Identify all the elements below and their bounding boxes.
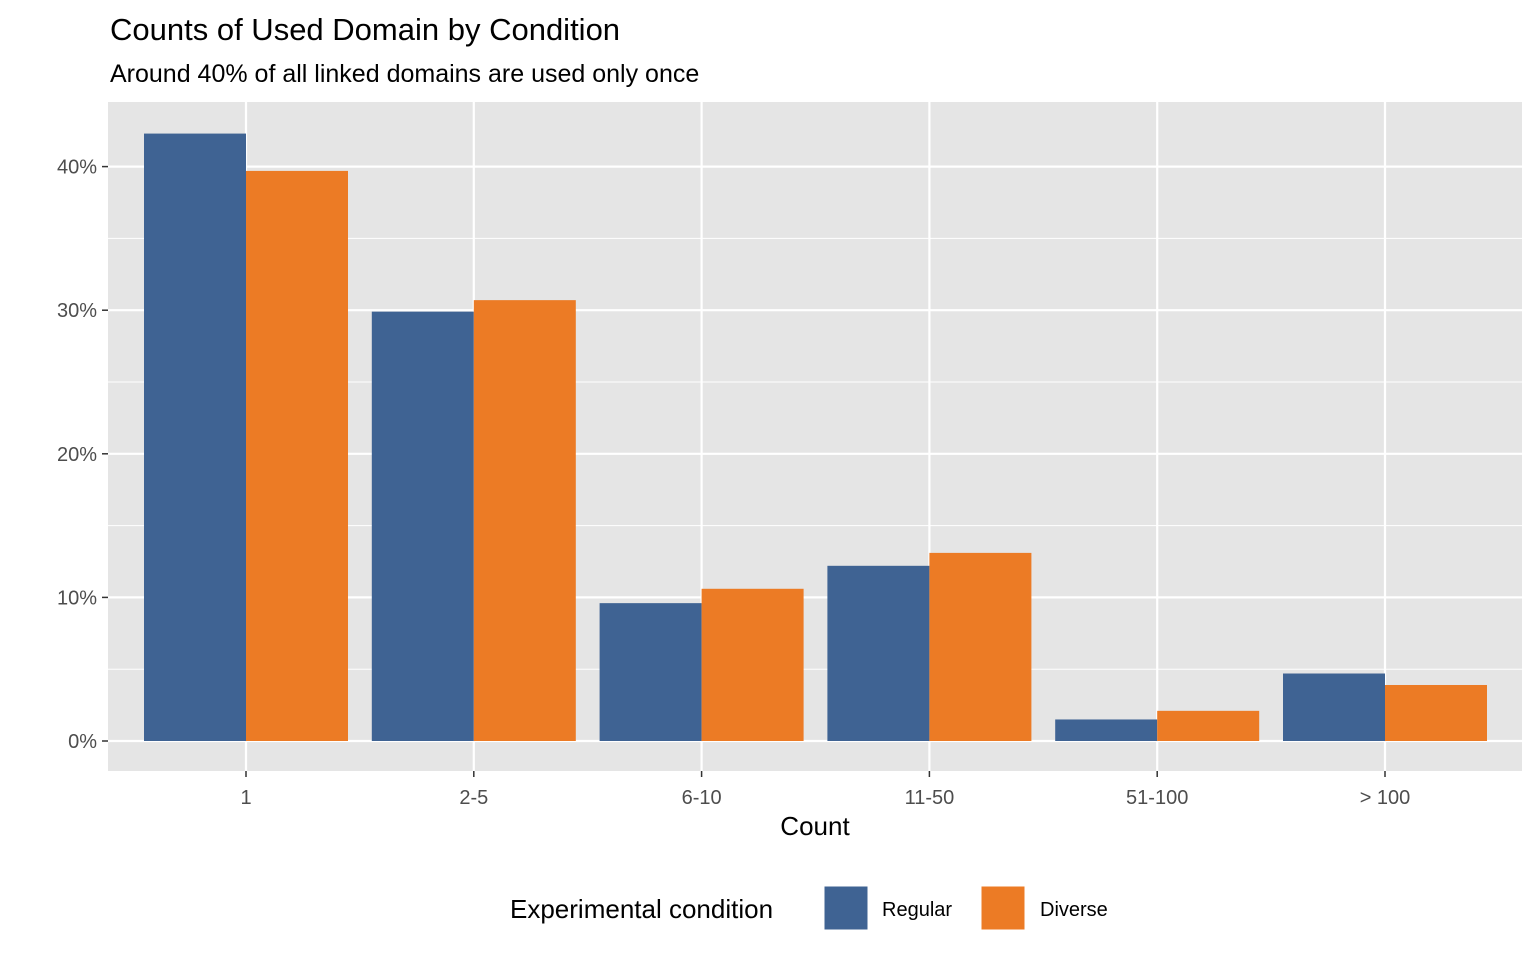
x-tick-label: 51-100 [1126,787,1188,809]
legend-label-diverse: Diverse [1040,899,1108,921]
bar-diverse-2 [473,300,576,741]
bar-diverse-3 [701,588,804,741]
legend: Regular Diverse [823,885,1108,931]
x-tick-label: 11-50 [905,787,955,809]
y-tick-label: 40% [57,157,97,179]
bar-regular-4 [827,565,930,741]
x-tick-label: > 100 [1360,787,1411,809]
legend-title: Experimental condition [510,894,773,924]
y-tick-label: 30% [57,300,97,322]
bars-layer [144,133,1487,741]
bar-diverse-1 [246,170,348,741]
bar-regular-5 [1055,719,1158,741]
x-tick-label: 1 [240,787,251,809]
legend-label-regular: Regular [882,899,952,921]
y-tick-label: 0% [68,731,97,753]
y-tick-label: 10% [57,587,97,609]
bar-diverse-6 [1385,684,1487,741]
bar-regular-3 [599,603,702,741]
legend-key-diverse [980,885,1026,931]
legend-key-regular [823,885,869,931]
x-axis-title: Count [780,811,850,841]
bar-regular-2 [371,311,474,741]
chart-title: Counts of Used Domain by Condition [110,12,620,47]
bar-regular-6 [1283,673,1385,741]
bar-regular-1 [144,133,246,741]
x-axis: 1 2-5 6-10 11-50 51-100 > 100 [240,771,1410,809]
chart-subtitle: Around 40% of all linked domains are use… [110,60,699,88]
x-tick-label: 6-10 [682,787,722,809]
bar-diverse-4 [929,552,1032,741]
x-tick-label: 2-5 [459,787,488,809]
y-axis: 0% 10% 20% 30% 40% [57,157,108,753]
bar-diverse-5 [1157,710,1260,741]
y-tick-label: 20% [57,444,97,466]
